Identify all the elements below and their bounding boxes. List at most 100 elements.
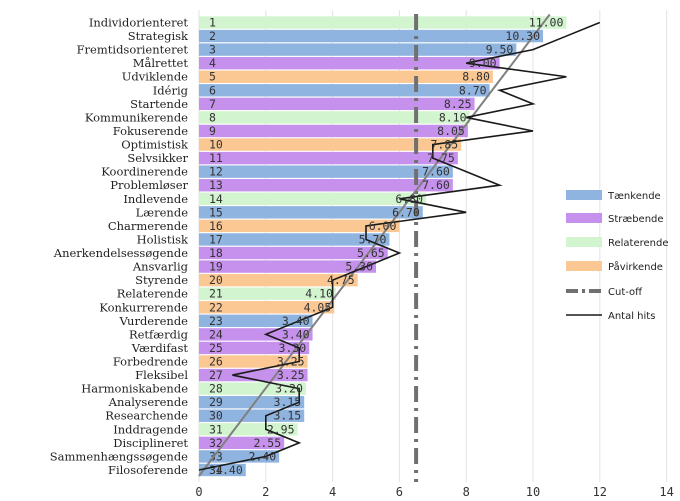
bar-value-label: 3.40 bbox=[282, 314, 310, 328]
category-label: Filosoferende bbox=[108, 463, 188, 477]
bar bbox=[199, 165, 453, 178]
bar bbox=[199, 328, 313, 341]
bar-rank-label: 4 bbox=[209, 56, 216, 70]
bar-rank-label: 25 bbox=[209, 341, 223, 355]
category-label: Idérig bbox=[153, 83, 189, 97]
bar-rank-label: 5 bbox=[209, 70, 216, 84]
bar-value-label: 8.80 bbox=[462, 70, 490, 84]
legend-label: Stræbende bbox=[608, 214, 664, 225]
bar-value-label: 2.40 bbox=[248, 449, 276, 463]
legend-swatch bbox=[566, 190, 602, 200]
category-labels: IndividorienteretStrategiskFremtidsorien… bbox=[50, 16, 189, 477]
bar-rank-label: 14 bbox=[209, 192, 223, 206]
bar-rank-label: 13 bbox=[209, 178, 223, 192]
bar-rank-label: 27 bbox=[209, 368, 223, 382]
bar bbox=[199, 409, 305, 422]
category-label: Lærende bbox=[136, 205, 189, 219]
category-label: Holistisk bbox=[137, 232, 189, 246]
category-label: Charmerende bbox=[108, 219, 188, 233]
legend-label: Tænkende bbox=[607, 191, 661, 202]
legend: Tænkende Stræbende Relaterende Påvirkende Cu… bbox=[566, 190, 669, 322]
bar-rank-label: 10 bbox=[209, 138, 223, 152]
category-label: Optimistisk bbox=[121, 138, 189, 152]
bar-value-label: 3.25 bbox=[277, 368, 305, 382]
category-label: Forbedrende bbox=[113, 355, 188, 369]
bar-value-label: 11.00 bbox=[529, 16, 564, 30]
bar-rank-label: 1 bbox=[209, 16, 216, 30]
bar bbox=[199, 341, 310, 355]
category-label: Inddragende bbox=[113, 422, 188, 436]
bar bbox=[199, 111, 470, 124]
bar-value-label: 6.00 bbox=[369, 219, 397, 233]
bar-rank-label: 31 bbox=[209, 422, 223, 436]
legend-swatch bbox=[566, 213, 602, 223]
bar bbox=[199, 450, 280, 463]
bar bbox=[199, 233, 390, 246]
bar bbox=[199, 219, 400, 233]
bar-rank-label: 22 bbox=[209, 300, 223, 314]
legend-label: Cut-off bbox=[608, 287, 643, 298]
bar-value-label: 5.70 bbox=[359, 232, 387, 246]
category-label: Strategisk bbox=[128, 29, 189, 43]
bar bbox=[199, 287, 336, 300]
category-label: Kommunikerende bbox=[85, 110, 188, 124]
category-label: Koordinerende bbox=[101, 165, 188, 179]
x-axis-ticks: 0 2 4 6 8 10 12 14 bbox=[195, 485, 673, 499]
bar bbox=[199, 436, 285, 450]
category-label: Sammenhængssøgende bbox=[50, 449, 188, 463]
bar bbox=[199, 368, 308, 382]
bar-value-label: 5.30 bbox=[345, 260, 373, 274]
bar-rank-label: 21 bbox=[209, 287, 223, 301]
bar bbox=[199, 29, 544, 43]
bar-rank-label: 15 bbox=[209, 205, 223, 219]
bar-rank-label: 20 bbox=[209, 273, 223, 287]
bar bbox=[199, 43, 517, 56]
category-label: Individorienteret bbox=[89, 16, 189, 30]
bar-rank-label: 12 bbox=[209, 165, 223, 179]
bar-rank-label: 2 bbox=[209, 29, 216, 43]
bar-value-label: 4.75 bbox=[327, 273, 355, 287]
category-label: Fokuserende bbox=[113, 124, 188, 138]
category-label: Vurderende bbox=[118, 314, 188, 328]
bar-rank-label: 6 bbox=[209, 83, 216, 97]
category-label: Styrende bbox=[135, 273, 188, 287]
bar bbox=[199, 273, 358, 287]
bar-rank-label: 7 bbox=[209, 97, 216, 111]
bar-value-label: 7.75 bbox=[427, 151, 455, 165]
bar-rank-label: 28 bbox=[209, 382, 223, 396]
category-label: Værdifast bbox=[131, 341, 189, 355]
bar-rank-label: 11 bbox=[209, 151, 223, 165]
bar-value-label: 3.20 bbox=[275, 382, 303, 396]
bar bbox=[199, 84, 490, 97]
bar-value-label: 3.40 bbox=[282, 327, 310, 341]
bar-rank-label: 19 bbox=[209, 260, 223, 274]
legend-swatch bbox=[566, 237, 602, 247]
bar-value-label: 7.60 bbox=[422, 165, 450, 179]
category-label: Fleksibel bbox=[135, 368, 188, 382]
x-tick-label: 2 bbox=[262, 485, 269, 499]
legend-label: Relaterende bbox=[608, 238, 669, 249]
category-label: Problemløser bbox=[110, 178, 188, 192]
bar-rank-label: 8 bbox=[209, 110, 216, 124]
bar-value-label: 6.70 bbox=[392, 205, 420, 219]
category-label: Konkurrerende bbox=[99, 300, 188, 314]
bar bbox=[199, 179, 453, 192]
category-label: Selvsikker bbox=[127, 151, 188, 165]
legend-label: Påvirkende bbox=[608, 260, 663, 273]
category-label: Ansvarlig bbox=[132, 260, 189, 274]
line-overlays bbox=[198, 13, 601, 477]
bar bbox=[199, 151, 458, 165]
category-label: Indlevende bbox=[123, 192, 188, 206]
category-label: Relaterende bbox=[117, 287, 188, 301]
bar-rank-label: 32 bbox=[209, 436, 223, 450]
bar-rank-label: 24 bbox=[209, 327, 223, 341]
bar-rank-label: 33 bbox=[209, 449, 223, 463]
bar-value-label: 4.05 bbox=[304, 300, 332, 314]
bar-value-label: 7.85 bbox=[430, 138, 458, 152]
bar-value-label: 8.05 bbox=[437, 124, 465, 138]
bar-value-label: 7.60 bbox=[422, 178, 450, 192]
bar-value-label: 3.30 bbox=[279, 341, 307, 355]
category-label: Harmoniskabende bbox=[81, 382, 188, 396]
bar bbox=[199, 301, 335, 314]
bar bbox=[199, 97, 475, 111]
